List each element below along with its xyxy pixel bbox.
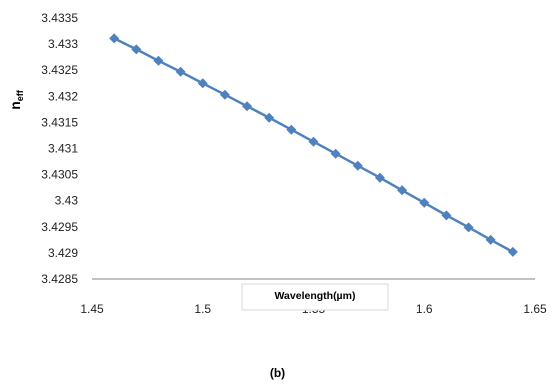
- x-tick-label: 1.6: [416, 302, 433, 316]
- data-point-marker: [463, 222, 474, 233]
- x-tick-label: 1.5: [194, 302, 211, 316]
- plot-area: [109, 33, 518, 257]
- y-axis-ticks: 3.4285 3.429 3.4295 3.43 3.4305 3.431 3.4315 3.…: [41, 11, 78, 286]
- data-point-marker: [131, 44, 142, 55]
- y-tick-label: 3.433: [48, 37, 78, 51]
- x-tick-label: 1.45: [80, 302, 104, 316]
- y-axis-title-subscript: eff: [15, 89, 25, 101]
- x-axis-title: Wavelength(µm): [275, 290, 356, 302]
- y-tick-label: 3.431: [48, 142, 78, 156]
- data-point-marker: [175, 66, 186, 77]
- data-point-marker: [242, 101, 253, 112]
- y-tick-label: 3.4305: [41, 168, 78, 182]
- data-point-marker: [485, 234, 496, 245]
- data-point-marker: [397, 185, 408, 196]
- y-axis-title: neff: [7, 89, 25, 110]
- y-tick-label: 3.429: [48, 246, 78, 260]
- data-point-marker: [352, 160, 363, 171]
- data-point-marker: [308, 136, 319, 147]
- data-point-marker: [419, 197, 430, 208]
- y-tick-label: 3.43: [55, 194, 79, 208]
- data-point-marker: [286, 124, 297, 135]
- figure-caption: (b): [269, 366, 286, 380]
- data-point-marker: [109, 33, 120, 44]
- y-tick-label: 3.432: [48, 89, 78, 103]
- y-axis-title-main: n: [7, 101, 23, 110]
- y-tick-label: 3.4335: [41, 11, 78, 25]
- data-point-marker: [219, 89, 230, 100]
- x-axis-title-box: [241, 283, 389, 311]
- y-tick-label: 3.4285: [41, 272, 78, 286]
- data-point-marker: [264, 112, 275, 123]
- data-point-marker: [330, 148, 341, 159]
- x-tick-label: 1.65: [523, 302, 547, 316]
- data-point-marker: [153, 55, 164, 66]
- data-point-marker: [441, 210, 452, 221]
- data-point-marker: [374, 172, 385, 183]
- y-tick-label: 3.4295: [41, 220, 78, 234]
- y-tick-label: 3.4325: [41, 63, 78, 77]
- data-point-marker: [507, 246, 518, 257]
- data-point-marker: [197, 78, 208, 89]
- y-tick-label: 3.4315: [41, 115, 78, 129]
